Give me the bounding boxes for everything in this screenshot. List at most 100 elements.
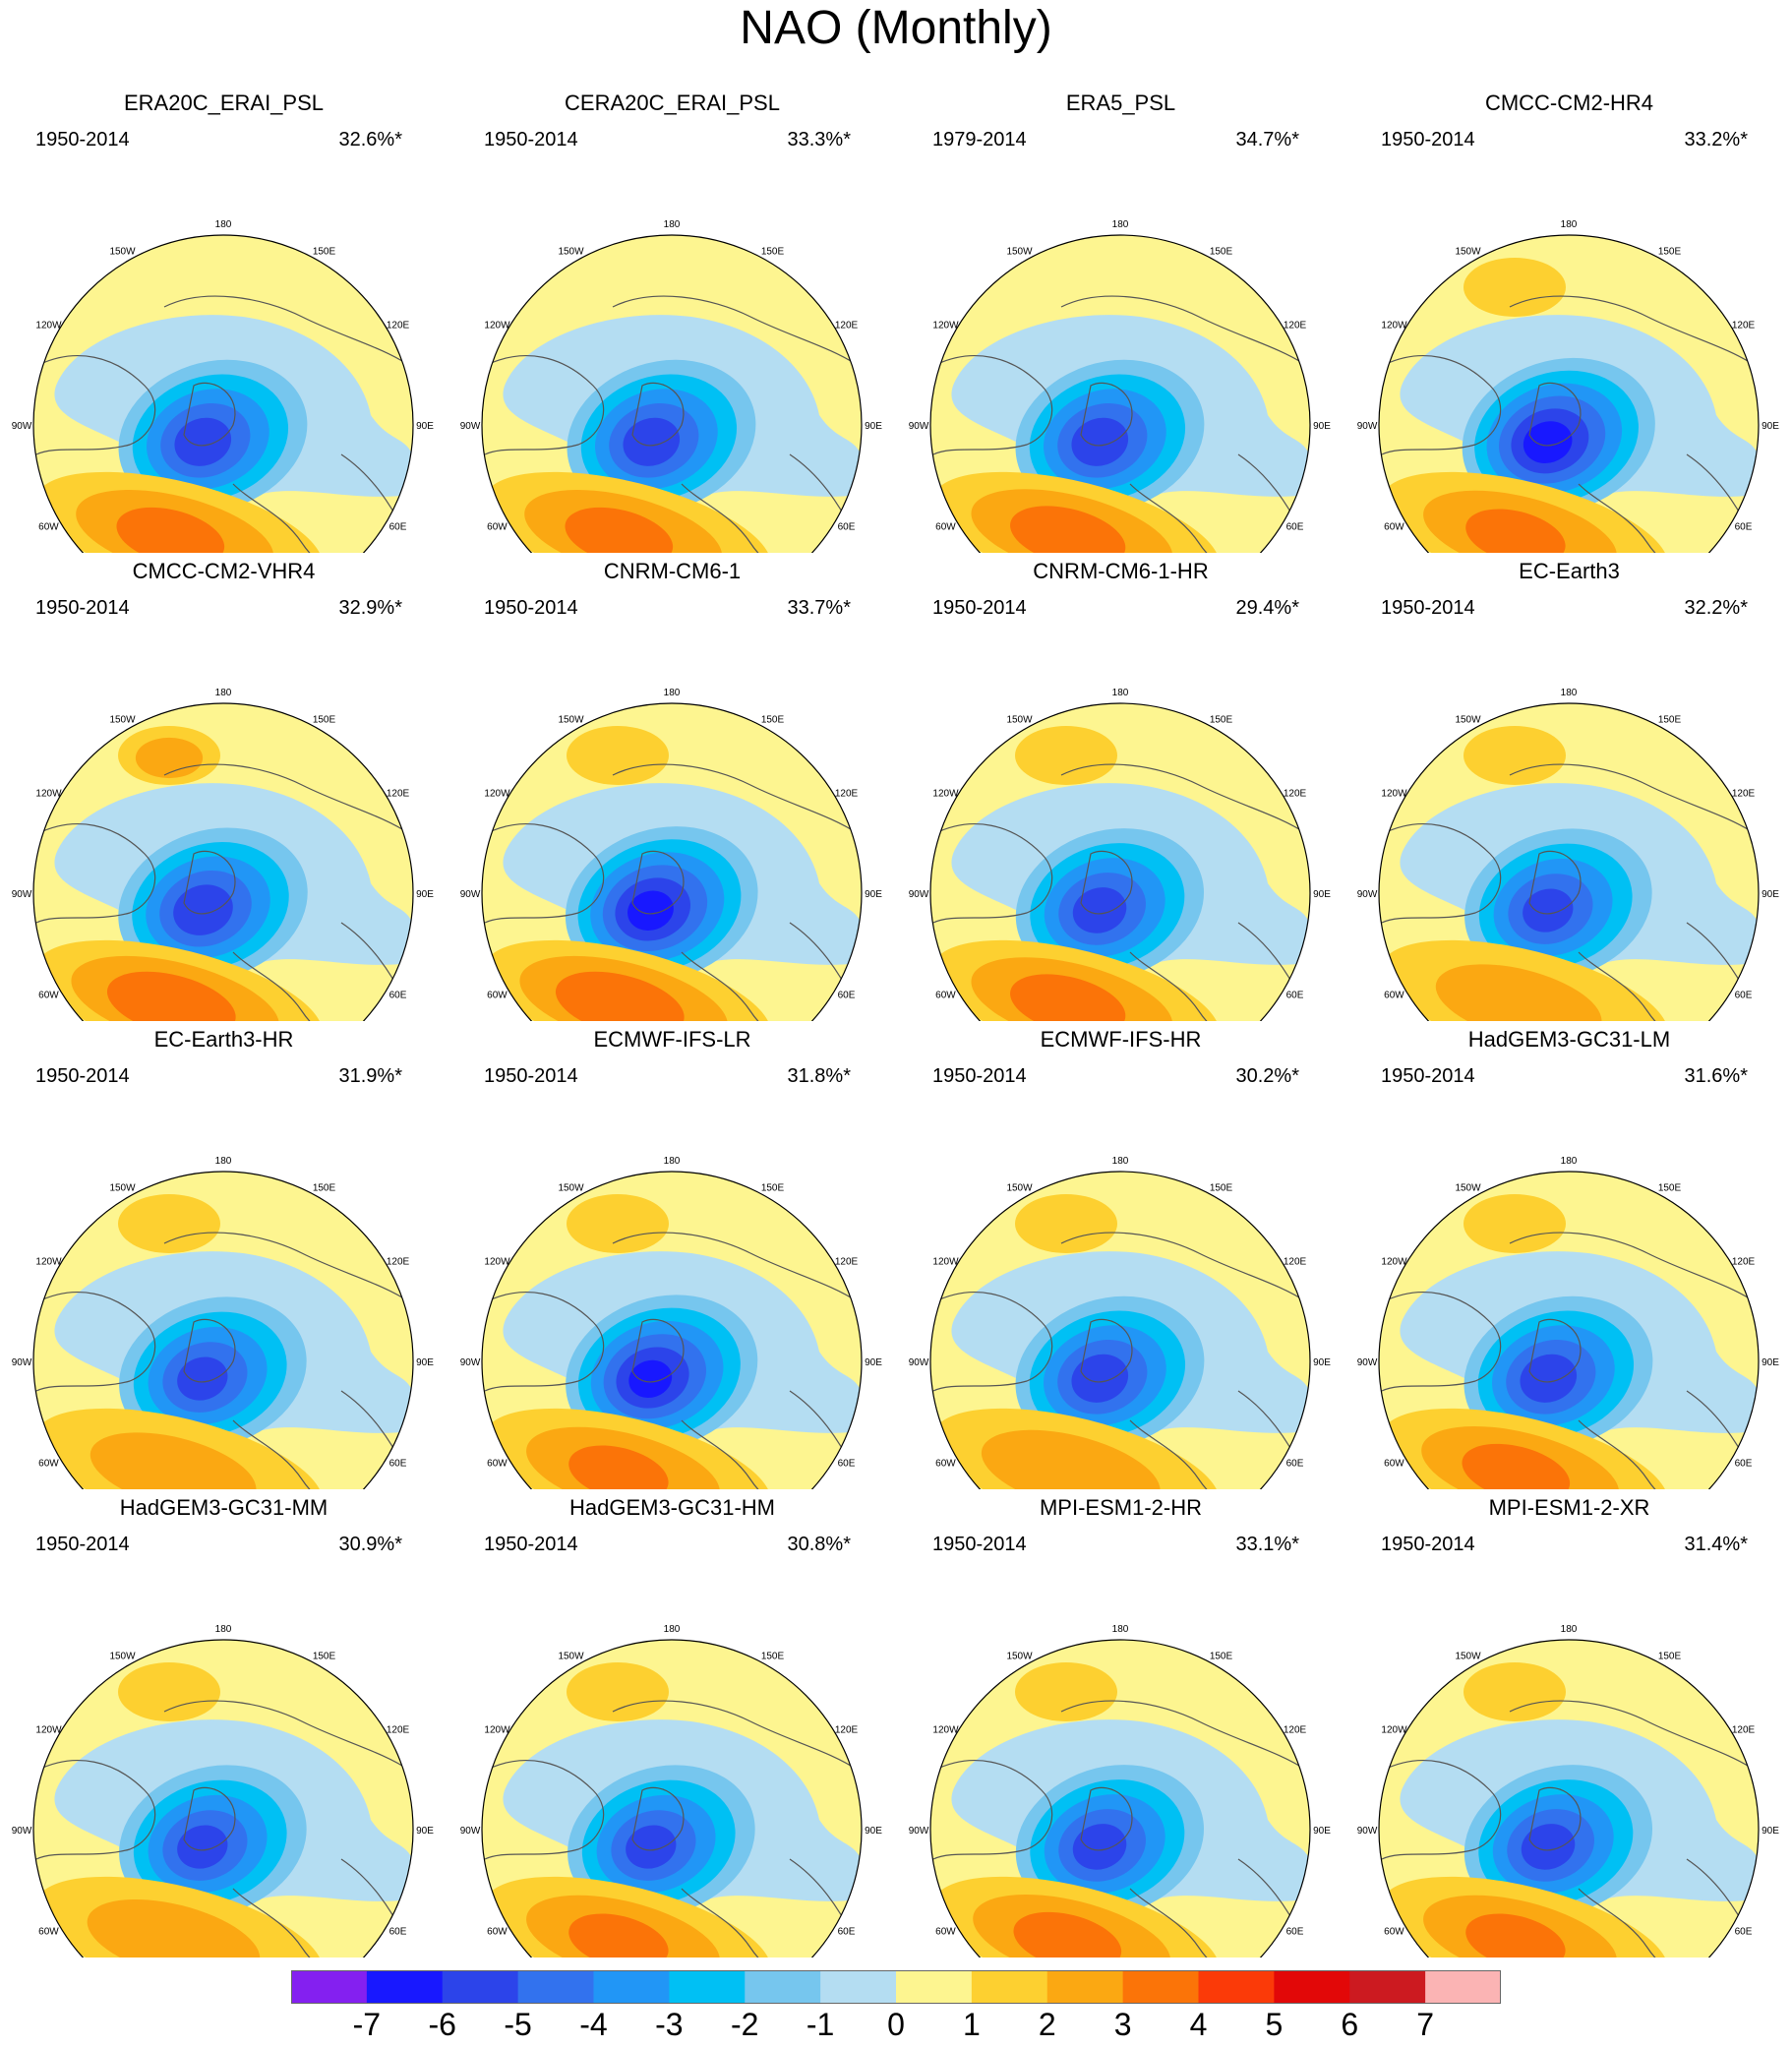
high-contour bbox=[106, 971, 236, 1021]
map-panel: 180150E120E90E60E30E030W60W90W120W150WHa… bbox=[448, 1495, 896, 1958]
map-border bbox=[32, 234, 414, 553]
colorbar-tick-label: -6 bbox=[428, 2007, 456, 2042]
coastlines bbox=[932, 1700, 1308, 1958]
panel-title: ERA20C_ERAI_PSL bbox=[124, 90, 324, 115]
panel-period: 1950-2014 bbox=[484, 1065, 578, 1087]
colorbar-tick-label: 6 bbox=[1341, 2007, 1359, 2042]
pacific-high-contour bbox=[1015, 726, 1117, 785]
map-panel: 180150E120E90E60E30E030W60W90W120W150WCN… bbox=[897, 559, 1344, 1021]
longitude-label: 180 bbox=[215, 1624, 232, 1635]
colorbar-tick-label: 2 bbox=[1038, 2007, 1056, 2042]
panel-title: CMCC-CM2-VHR4 bbox=[132, 559, 316, 583]
longitude-label: 180 bbox=[664, 688, 681, 698]
colorbar-tick-label: -7 bbox=[352, 2007, 382, 2042]
high-contour bbox=[555, 971, 685, 1021]
panel-period: 1950-2014 bbox=[1381, 1065, 1475, 1087]
longitude-label: 90E bbox=[416, 421, 434, 432]
polar-map: 180150E120E90E60E30E030W60W90W120W150W bbox=[909, 688, 1331, 1021]
longitude-label: 60E bbox=[1735, 522, 1753, 533]
longitude-label: 90E bbox=[1762, 889, 1779, 900]
coastlines bbox=[932, 1232, 1308, 1489]
panel-title: MPI-ESM1-2-XR bbox=[1488, 1495, 1650, 1520]
longitude-label: 60E bbox=[838, 1927, 856, 1938]
coastlines bbox=[35, 1700, 411, 1958]
longitude-label: 120E bbox=[1732, 321, 1756, 331]
longitude-label: 120W bbox=[35, 789, 62, 800]
longitude-label: 180 bbox=[215, 1156, 232, 1167]
longitude-label: 150W bbox=[558, 1651, 584, 1661]
high-contour bbox=[1465, 1913, 1566, 1958]
longitude-label: 150W bbox=[109, 246, 136, 257]
colorbar-segment bbox=[1274, 1970, 1350, 2004]
colorbar-tick-label: 7 bbox=[1416, 2007, 1435, 2042]
longitude-label: 120W bbox=[1381, 1257, 1407, 1268]
low-contour bbox=[177, 1825, 228, 1869]
longitude-label: 150E bbox=[313, 714, 336, 725]
panel-explained-variance: 29.4%* bbox=[1235, 597, 1300, 619]
longitude-label: 60W bbox=[935, 1459, 956, 1470]
panel-period: 1950-2014 bbox=[1381, 1534, 1475, 1555]
longitude-label: 150W bbox=[558, 1182, 584, 1193]
longitude-label: 90E bbox=[1313, 889, 1331, 900]
longitude-label: 60E bbox=[389, 1927, 407, 1938]
longitude-label: 180 bbox=[664, 1156, 681, 1167]
colorbar-outline bbox=[291, 1970, 1501, 2004]
low-contour bbox=[1523, 888, 1574, 933]
longitude-label: 90E bbox=[1313, 1357, 1331, 1368]
colorbar-segment bbox=[517, 1970, 594, 2004]
longitude-label: 60E bbox=[389, 522, 407, 533]
longitude-label: 60E bbox=[1286, 991, 1304, 1001]
panel-title: CNRM-CM6-1 bbox=[603, 559, 742, 583]
longitude-label: 90W bbox=[460, 1826, 481, 1837]
colorbar-segment bbox=[896, 1970, 973, 2004]
longitude-label: 90E bbox=[1762, 1826, 1779, 1837]
low-contour bbox=[1520, 1354, 1578, 1403]
longitude-label: 150W bbox=[1455, 246, 1481, 257]
high-contour bbox=[87, 1898, 261, 1958]
low-contour bbox=[1072, 887, 1127, 934]
polar-map: 180150E120E90E60E30E030W60W90W120W150W bbox=[12, 219, 434, 553]
longitude-label: 90E bbox=[1762, 421, 1779, 432]
longitude-label: 120W bbox=[932, 789, 959, 800]
low-contour bbox=[627, 890, 674, 932]
panel-title: EC-Earth3 bbox=[1519, 559, 1620, 583]
low-contour bbox=[174, 417, 232, 466]
colorbar-segment bbox=[820, 1970, 897, 2004]
longitude-label: 60W bbox=[1384, 991, 1404, 1001]
high-contour bbox=[1010, 506, 1126, 553]
longitude-label: 120E bbox=[387, 1257, 410, 1268]
longitude-label: 150W bbox=[558, 714, 584, 725]
map-border bbox=[32, 1639, 414, 1958]
pacific-high-contour bbox=[1463, 258, 1566, 317]
colorbar-segment bbox=[971, 1970, 1048, 2004]
map-border bbox=[1378, 1171, 1760, 1489]
map-panel: 180150E120E90E60E30E030W60W90W120W150WEC… bbox=[897, 1027, 1344, 1489]
low-contour bbox=[1072, 1824, 1127, 1870]
longitude-label: 120W bbox=[484, 789, 510, 800]
colorbar-tick-label: -3 bbox=[655, 2007, 684, 2042]
longitude-label: 60E bbox=[1735, 1927, 1753, 1938]
panel-explained-variance: 30.2%* bbox=[1235, 1065, 1300, 1087]
polar-map: 180150E120E90E60E30E030W60W90W120W150W bbox=[460, 688, 882, 1021]
high-contour bbox=[1013, 1911, 1122, 1958]
longitude-label: 60W bbox=[487, 991, 508, 1001]
longitude-label: 90E bbox=[1313, 1826, 1331, 1837]
longitude-label: 90E bbox=[865, 889, 882, 900]
high-contour bbox=[1010, 974, 1126, 1021]
longitude-label: 60E bbox=[838, 1459, 856, 1470]
map-panel: 180150E120E90E60E30E030W60W90W120W150WMP… bbox=[897, 1495, 1344, 1958]
colorbar-segment bbox=[1046, 1970, 1124, 2004]
map-border bbox=[929, 234, 1311, 553]
map-panel: 180150E120E90E60E30E030W60W90W120W150WCM… bbox=[1345, 90, 1792, 553]
panel-title: CERA20C_ERAI_PSL bbox=[565, 90, 780, 115]
longitude-label: 150W bbox=[109, 1651, 136, 1661]
longitude-label: 120W bbox=[35, 1725, 62, 1736]
polar-map: 180150E120E90E60E30E030W60W90W120W150W bbox=[12, 1624, 434, 1958]
longitude-label: 90W bbox=[460, 1357, 481, 1368]
panel-title: CNRM-CM6-1-HR bbox=[1033, 559, 1209, 583]
polar-map: 180150E120E90E60E30E030W60W90W120W150W bbox=[1357, 1624, 1779, 1958]
longitude-label: 180 bbox=[215, 688, 232, 698]
polar-map: 180150E120E90E60E30E030W60W90W120W150W bbox=[1357, 688, 1779, 1021]
map-border bbox=[1378, 702, 1760, 1021]
panel-explained-variance: 33.2%* bbox=[1684, 129, 1749, 151]
